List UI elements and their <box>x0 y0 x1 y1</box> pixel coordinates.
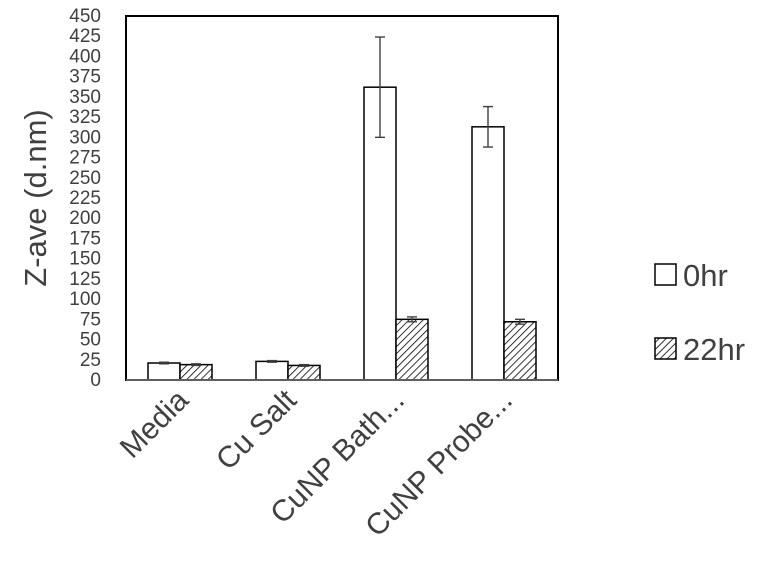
y-tick-label: 125 <box>69 269 101 290</box>
error-bar-22hr-2 <box>407 316 417 323</box>
y-axis-ticks: 0255075100125150175200225250275300325350… <box>69 6 101 391</box>
y-tick-label: 425 <box>69 26 101 47</box>
y-tick-label: 400 <box>69 46 101 67</box>
y-tick-label: 300 <box>69 127 101 148</box>
error-bar-22hr-3 <box>515 318 525 325</box>
y-tick-label: 0 <box>90 370 101 391</box>
legend: 0hr 22hr <box>654 258 745 367</box>
x-category-label: Media <box>114 383 195 464</box>
y-tick-label: 225 <box>69 188 101 209</box>
error-bar-0hr-3 <box>483 105 493 148</box>
bar-0hr-3 <box>471 126 505 381</box>
y-axis-title: Z-ave (d.nm) <box>18 109 53 286</box>
legend-label-22hr: 22hr <box>683 332 745 367</box>
error-bar-0hr-0 <box>159 361 169 365</box>
error-bar-0hr-1 <box>267 359 277 363</box>
bar-22hr-0 <box>179 363 213 381</box>
y-tick-label: 175 <box>69 228 101 249</box>
legend-swatch-0hr <box>654 263 677 286</box>
y-tick-label: 75 <box>80 309 101 330</box>
y-tick-label: 200 <box>69 208 101 229</box>
error-bar-22hr-0 <box>191 363 201 367</box>
legend-label-0hr: 0hr <box>683 258 728 293</box>
error-bar-0hr-2 <box>375 36 385 139</box>
y-tick-label: 250 <box>69 168 101 189</box>
y-tick-label: 275 <box>69 148 101 169</box>
y-tick-label: 150 <box>69 249 101 270</box>
bar-22hr-3 <box>503 321 537 381</box>
y-tick-label: 375 <box>69 67 101 88</box>
legend-swatch-22hr <box>654 337 677 360</box>
y-tick-label: 350 <box>69 87 101 108</box>
y-tick-label: 50 <box>80 330 101 351</box>
bars <box>147 86 537 381</box>
y-tick-label: 100 <box>69 289 101 310</box>
bar-22hr-2 <box>395 318 429 381</box>
x-category-label: Cu Salt <box>210 383 303 476</box>
error-bars <box>159 36 525 367</box>
bar-0hr-1 <box>255 360 289 381</box>
y-tick-label: 325 <box>69 107 101 128</box>
y-tick-label: 25 <box>80 350 101 371</box>
error-bar-22hr-1 <box>299 363 309 367</box>
bar-0hr-0 <box>147 362 181 381</box>
bar-22hr-1 <box>287 364 321 381</box>
y-tick-label: 450 <box>69 6 101 27</box>
